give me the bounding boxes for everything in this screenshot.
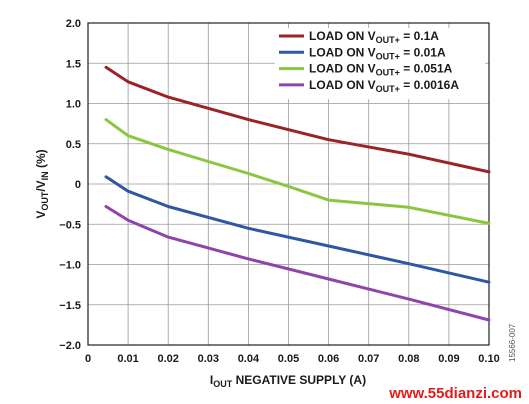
y-axis-label: VOUT/VIN (%) [34,149,50,218]
series-line-3 [104,118,491,225]
x-tick-label: 0.03 [198,353,219,365]
x-tick-label: 0.05 [278,353,299,365]
x-tick-label: 0 [85,353,91,365]
x-axis-label: IOUT NEGATIVE SUPPLY (A) [210,373,366,389]
y-tick-label: −2.0 [59,340,81,352]
y-tick-label: 1.5 [66,58,81,70]
legend-label-4: LOAD ON VOUT+ = 0.0016A [309,78,459,94]
series-line-1 [104,65,491,174]
x-tick-label: 0.06 [318,353,339,365]
series-line-2 [104,175,491,284]
series-lines [104,65,491,322]
y-tick-label: −1.5 [59,300,81,312]
x-tick-label: 0.01 [117,353,138,365]
y-tick-label: 0 [75,179,81,191]
watermark-text: www.55dianzi.com [388,385,522,402]
x-tick-label: 0.10 [478,353,499,365]
x-tick-label: 0.04 [238,353,260,365]
legend-label-1: LOAD ON VOUT+ = 0.1A [309,29,439,45]
x-tick-label: 0.09 [438,353,459,365]
x-tick-label: 0.02 [157,353,178,365]
y-tick-label: 1.0 [66,99,81,111]
y-tick-label: 0.5 [66,139,81,151]
plot-frame [87,22,490,346]
legend-background [275,28,485,100]
legend-label-3: LOAD ON VOUT+ = 0.051A [309,62,453,78]
x-tick-label: 0.07 [358,353,379,365]
figure-id: 15566-007 [508,323,517,362]
y-tick-label: 2.0 [66,18,81,30]
x-tick-label: 0.08 [398,353,419,365]
x-tick-labels: 0 0.01 0.02 0.03 0.04 0.05 0.06 0.07 0.08 0.09 0.1… [85,353,500,365]
y-tick-label: −0.5 [59,219,81,231]
legend-label-2: LOAD ON VOUT+ = 0.01A [309,45,446,61]
series-line-4 [104,205,491,322]
y-tick-labels: 2.0 1.5 1.0 0.5 0 −0.5 −1.0 −1.5 −2.0 [59,18,81,352]
y-tick-label: −1.0 [59,260,81,272]
